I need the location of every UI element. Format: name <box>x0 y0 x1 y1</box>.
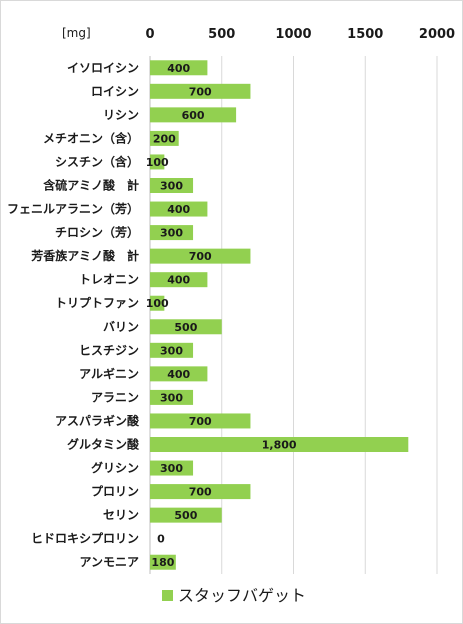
data-labels: 400 700 600 200 100 300 400 300 700 400 100 500 300 4… <box>146 62 297 569</box>
legend-swatch <box>162 590 173 601</box>
data-label: 700 <box>189 85 212 98</box>
data-label: 300 <box>160 227 183 240</box>
bar <box>150 154 165 170</box>
bar <box>150 507 222 523</box>
data-label: 200 <box>153 132 176 145</box>
category-label: トリプトファン <box>55 295 139 310</box>
category-label: グルタミン酸 <box>67 437 140 452</box>
bar <box>150 554 176 570</box>
category-label: チロシン（芳） <box>55 225 139 240</box>
data-label: 100 <box>146 297 169 310</box>
category-label: グリシン <box>91 460 139 475</box>
data-label: 100 <box>146 156 169 169</box>
category-label: セリン <box>103 508 139 522</box>
category-label: フェニルアラニン（芳） <box>7 201 139 216</box>
bar <box>150 60 208 76</box>
data-label: 300 <box>160 180 183 193</box>
data-label: 700 <box>189 415 212 428</box>
category-label: リシン <box>103 108 139 122</box>
category-label: アスパラギン酸 <box>55 413 140 428</box>
bar <box>150 295 165 311</box>
category-label: 芳香族アミノ酸 計 <box>31 248 139 263</box>
category-label: プロリン <box>91 484 139 499</box>
data-label: 400 <box>167 368 190 381</box>
data-label: 400 <box>167 62 190 75</box>
bar <box>150 248 251 264</box>
bar <box>150 437 409 452</box>
bar <box>150 272 208 288</box>
category-label: アンモニア <box>79 555 139 569</box>
category-label: アラニン <box>91 390 139 404</box>
data-label: 300 <box>160 391 183 404</box>
data-label: 500 <box>174 509 197 522</box>
bar <box>150 130 179 146</box>
data-label: 300 <box>160 462 183 475</box>
category-label: メチオニン（含） <box>43 130 139 145</box>
unit-label: [mg] <box>62 26 91 40</box>
data-label: 180 <box>151 556 174 569</box>
legend-label: スタッフバゲット <box>178 586 306 605</box>
bar <box>150 319 222 335</box>
x-tick-label: 500 <box>208 27 235 42</box>
bar <box>150 342 194 358</box>
x-tick-label: 2000 <box>419 27 455 42</box>
bar <box>150 201 208 217</box>
x-tick-label: 1500 <box>347 27 383 42</box>
bar <box>150 366 208 382</box>
data-label: 300 <box>160 344 183 357</box>
bar <box>150 178 194 193</box>
bar <box>150 389 194 405</box>
category-label: ロイシン <box>91 84 139 98</box>
bars <box>150 60 409 570</box>
bar <box>150 225 194 241</box>
category-label: 含硫アミノ酸 計 <box>43 178 139 193</box>
data-label: 1,800 <box>262 439 297 452</box>
bar <box>150 83 251 99</box>
category-label: ヒスチジン <box>79 343 139 357</box>
category-label: トレオニン <box>79 273 139 287</box>
data-label: 700 <box>189 486 212 499</box>
bar <box>150 460 194 476</box>
data-label: 500 <box>174 321 197 334</box>
legend: スタッフバゲット <box>162 586 306 605</box>
data-label: 400 <box>167 203 190 216</box>
x-axis-ticks: 0 500 1000 1500 2000 <box>145 27 455 42</box>
bar <box>150 484 251 500</box>
data-label: 700 <box>189 250 212 263</box>
category-label: バリン <box>103 320 139 334</box>
category-label: イソロイシン <box>67 61 139 75</box>
data-label: 400 <box>167 274 190 287</box>
x-tick-label: 0 <box>145 27 154 42</box>
data-label: 0 <box>157 533 165 546</box>
x-tick-label: 1000 <box>275 27 311 42</box>
category-label: シスチン（含） <box>55 154 139 169</box>
bar <box>150 107 237 123</box>
category-label: アルギニン <box>79 366 139 381</box>
bar <box>150 413 251 429</box>
data-label: 600 <box>182 109 205 122</box>
category-label: ヒドロキシプロリン <box>31 531 139 546</box>
